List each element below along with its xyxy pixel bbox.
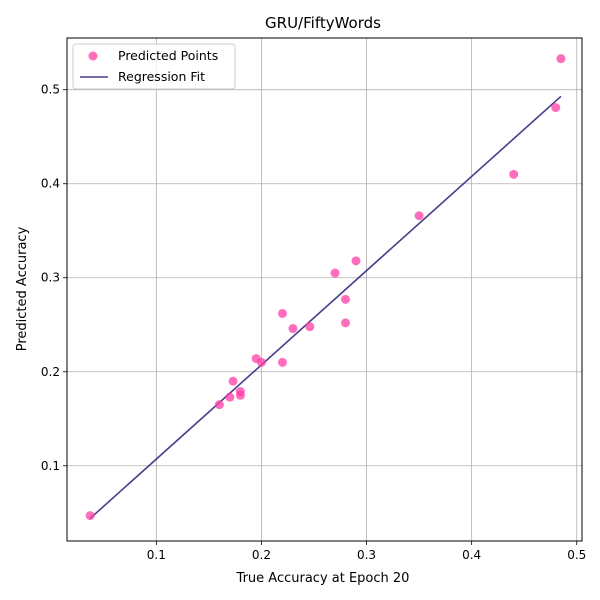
legend-box xyxy=(72,43,236,90)
legend-label-regression-fit: Regression Fit xyxy=(118,69,205,84)
legend-label-predicted-points: Predicted Points xyxy=(118,48,218,63)
y-tick-label: 0.4 xyxy=(41,177,60,191)
plot-frame xyxy=(66,37,583,542)
chart-title: GRU/FiftyWords xyxy=(265,14,381,32)
y-tick-label: 0.2 xyxy=(41,365,60,379)
predicted-point xyxy=(288,324,298,334)
predicted-point xyxy=(330,268,340,278)
regression-fit-line xyxy=(89,95,562,520)
predicted-point xyxy=(85,511,95,521)
x-tick-label: 0.3 xyxy=(357,548,376,562)
x-axis-label: True Accuracy at Epoch 20 xyxy=(236,571,410,586)
predicted-point xyxy=(341,318,351,328)
predicted-point xyxy=(214,400,224,410)
y-axis-label: Predicted Accuracy xyxy=(15,226,30,351)
grid-lines xyxy=(67,38,582,541)
predicted-point xyxy=(556,54,566,64)
y-tick-label: 0.1 xyxy=(41,459,60,473)
predicted-point xyxy=(414,211,424,221)
predicted-point xyxy=(305,322,315,332)
predicted-point xyxy=(228,376,238,386)
legend: Predicted Points Regression Fit xyxy=(72,43,236,90)
y-tick-label: 0.5 xyxy=(41,83,60,97)
predicted-point xyxy=(225,392,235,402)
y-tick-label: 0.3 xyxy=(41,271,60,285)
predicted-point xyxy=(351,256,361,266)
predicted-point xyxy=(277,357,287,367)
x-tick-label: 0.5 xyxy=(567,548,586,562)
predicted-point xyxy=(341,294,351,304)
axis-ticks: 0.1 0.2 0.3 0.4 0.5 0.1 0.2 0.3 0.4 0.5 xyxy=(41,83,586,562)
predicted-point xyxy=(277,308,287,318)
predicted-point xyxy=(256,357,266,367)
series-layer xyxy=(85,54,566,521)
x-tick-label: 0.1 xyxy=(147,548,166,562)
legend-marker-predicted-points xyxy=(88,51,98,61)
predicted-point xyxy=(235,387,245,397)
predicted-point xyxy=(551,103,561,113)
x-tick-label: 0.4 xyxy=(462,548,481,562)
predicted-point xyxy=(509,169,519,179)
x-tick-label: 0.2 xyxy=(252,548,271,562)
